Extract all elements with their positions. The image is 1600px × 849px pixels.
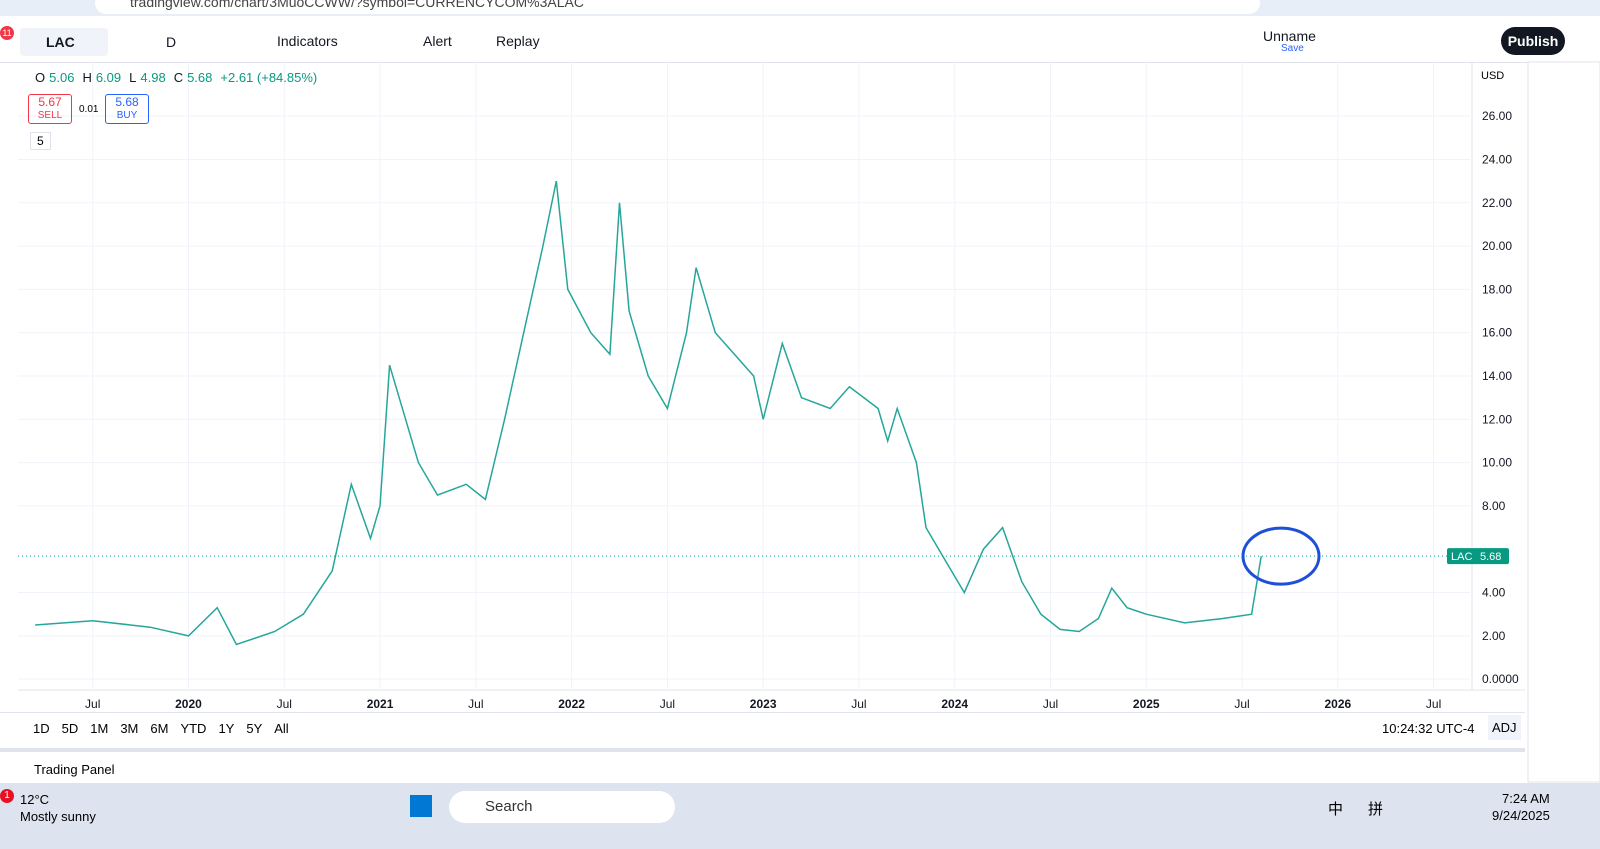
date: 9/24/2025	[1492, 808, 1550, 823]
save[interactable]: Save	[1281, 43, 1304, 54]
y-tick-label: 24.00	[1482, 152, 1512, 166]
badge: 1	[0, 789, 14, 803]
y-tick-label: 12.00	[1482, 412, 1512, 426]
trading-panel-title: Trading Panel	[34, 762, 115, 777]
publish[interactable]: Publish	[1501, 27, 1565, 55]
ranges: 1D 5D 1M 3M 6M YTD 1Y 5Y All	[33, 721, 289, 736]
last-price-name: LAC	[1451, 551, 1472, 563]
y-tick-label: 16.00	[1482, 326, 1512, 340]
annotation-circle	[1241, 526, 1321, 586]
temp: 12°C	[20, 792, 50, 807]
ohlc-label: C	[173, 70, 184, 85]
ohlc-value: 6.09	[95, 70, 122, 85]
start[interactable]	[410, 795, 432, 817]
range[interactable]: 6M	[150, 720, 169, 736]
ohlc-label: O	[35, 70, 46, 85]
x-tick-label: 2025	[1133, 697, 1160, 711]
alert[interactable]: Alert	[423, 33, 452, 49]
currency[interactable]: USD	[1481, 70, 1505, 82]
browser-bar: tradingview.com/chart/3MuoCCWW/?symbol=C…	[0, 0, 1600, 16]
y-tick-label: 2.00	[1482, 629, 1506, 643]
x-tick-label: Jul	[660, 697, 675, 711]
y-tick-label: 20.00	[1482, 239, 1512, 253]
legend: O 5.06 H 6.09 L 4.98 C 5.68 +2.61 (+84.85%)	[35, 70, 317, 85]
y-tick-label: 0.0000	[1482, 672, 1519, 686]
x-tick-label: 2022	[558, 697, 585, 711]
indicators[interactable]: Indicators	[277, 33, 338, 49]
buy-button[interactable]: 5.68 BUY	[105, 94, 149, 124]
sell-button[interactable]: 5.67 SELL	[28, 94, 72, 124]
url[interactable]: tradingview.com/chart/3MuoCCWW/?symbol=C…	[95, 0, 1260, 14]
x-tick-label: 2021	[367, 697, 394, 711]
ohlc-label: L	[129, 70, 137, 85]
range[interactable]: 1D	[33, 720, 50, 736]
symbol[interactable]: LAC	[20, 28, 108, 56]
buy-price: 5.68	[115, 95, 139, 109]
x-tick-label: Jul	[85, 697, 100, 711]
ime[interactable]: 中	[1328, 801, 1344, 818]
x-tick-label: 2026	[1324, 697, 1351, 711]
ohlc-label: H	[82, 70, 92, 85]
right-sidebar	[1527, 61, 1600, 783]
ohlc-value: 5.68	[187, 70, 213, 85]
y-tick-label: 10.00	[1482, 456, 1512, 470]
weather: Mostly sunny	[20, 809, 96, 824]
taskbar: 1 12°C Mostly sunny Search 中 拼 7:24 AM 9…	[0, 783, 1600, 849]
last-price-tag	[1447, 548, 1509, 565]
range[interactable]: YTD	[180, 720, 207, 736]
x-tick-label: Jul	[1043, 697, 1058, 711]
range[interactable]: 5Y	[246, 720, 263, 736]
ohlc-value: 4.98	[140, 70, 166, 85]
y-tick-label: 22.00	[1482, 196, 1512, 210]
change: +2.61 (+84.85%)	[220, 70, 318, 85]
price-line	[35, 180, 1262, 646]
x-tick-label: Jul	[468, 697, 483, 711]
x-tick-label: 2020	[175, 697, 202, 711]
replay[interactable]: Replay	[496, 33, 540, 49]
y-tick-label: 18.00	[1482, 282, 1512, 296]
adj[interactable]: ADJ	[1488, 715, 1521, 740]
ohlc-value: 5.06	[49, 70, 75, 85]
time: 7:24 AM	[1502, 791, 1550, 806]
last-price-label: 5.68	[1480, 551, 1501, 563]
y-tick-label: 8.00	[1482, 499, 1506, 513]
spread: 0.01	[79, 104, 99, 115]
trading-panel[interactable]: Trading Panel	[0, 748, 1525, 786]
range[interactable]: 1Y	[218, 720, 235, 736]
x-tick-label: Jul	[851, 697, 866, 711]
x-tick-label: Jul	[1426, 697, 1441, 711]
sell-price: 5.67	[38, 95, 62, 109]
y-tick-label: 26.00	[1482, 109, 1512, 123]
range[interactable]: All	[274, 720, 289, 736]
layout-name[interactable]: Unname	[1263, 28, 1316, 44]
indicators-count[interactable]: 5	[30, 132, 51, 150]
badge: 11	[0, 26, 14, 40]
range[interactable]: 3M	[120, 720, 139, 736]
range[interactable]: 5D	[61, 720, 79, 736]
bottom-bar: 1D 5D 1M 3M 6M YTD 1Y 5Y All 10:24:32 UTC-4 ADJ	[0, 712, 1525, 743]
x-tick-label: 2023	[750, 697, 777, 711]
y-tick-label: 4.00	[1482, 586, 1506, 600]
range[interactable]: 1M	[90, 720, 109, 736]
y-tick-label: 14.00	[1482, 369, 1512, 383]
ime[interactable]: 拼	[1368, 801, 1384, 818]
clock: 10:24:32 UTC-4	[1382, 721, 1475, 736]
search[interactable]: Search	[449, 791, 675, 823]
interval[interactable]: D	[166, 34, 177, 50]
x-tick-label: Jul	[1234, 697, 1249, 711]
x-tick-label: Jul	[277, 697, 292, 711]
buy-label: BUY	[116, 110, 138, 121]
x-tick-label: 2024	[941, 697, 968, 711]
sell-label: SELL	[37, 110, 63, 121]
toolbar: LAC D Indicators Alert Replay Unname Sav…	[0, 22, 1600, 63]
